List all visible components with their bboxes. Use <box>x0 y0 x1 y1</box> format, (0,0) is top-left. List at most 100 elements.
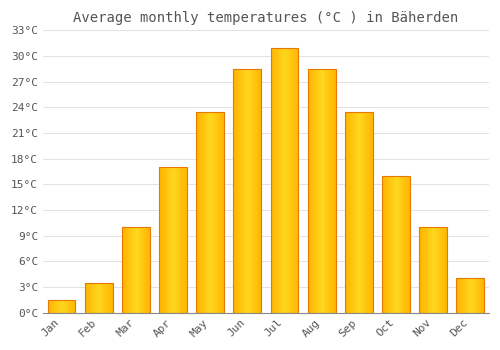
Bar <box>62 300 64 313</box>
Bar <box>163 167 164 313</box>
Bar <box>160 167 161 313</box>
Bar <box>184 167 185 313</box>
Bar <box>134 227 135 313</box>
Bar <box>213 112 214 313</box>
Bar <box>393 176 394 313</box>
Bar <box>357 112 358 313</box>
Bar <box>438 227 440 313</box>
Bar <box>440 227 442 313</box>
Bar <box>274 48 275 313</box>
Bar <box>107 283 108 313</box>
Bar <box>159 167 187 313</box>
Bar <box>59 300 60 313</box>
Bar <box>435 227 436 313</box>
Bar <box>468 279 469 313</box>
Bar <box>71 300 72 313</box>
Bar <box>95 283 96 313</box>
Bar <box>253 69 254 313</box>
Bar <box>348 112 350 313</box>
Bar <box>385 176 386 313</box>
Bar <box>284 48 286 313</box>
Bar <box>330 69 331 313</box>
Bar <box>50 300 51 313</box>
Bar <box>324 69 326 313</box>
Bar <box>60 300 62 313</box>
Bar <box>399 176 400 313</box>
Bar <box>88 283 90 313</box>
Bar <box>308 69 310 313</box>
Bar <box>174 167 175 313</box>
Bar <box>346 112 347 313</box>
Bar <box>171 167 172 313</box>
Bar <box>136 227 137 313</box>
Bar <box>58 300 59 313</box>
Bar <box>256 69 258 313</box>
Bar <box>237 69 238 313</box>
Bar <box>463 279 464 313</box>
Bar <box>110 283 111 313</box>
Bar <box>68 300 69 313</box>
Bar <box>355 112 356 313</box>
Bar <box>108 283 109 313</box>
Bar <box>352 112 354 313</box>
Bar <box>279 48 280 313</box>
Bar <box>278 48 279 313</box>
Bar <box>291 48 292 313</box>
Bar <box>52 300 53 313</box>
Bar <box>175 167 176 313</box>
Bar <box>128 227 130 313</box>
Bar <box>409 176 410 313</box>
Bar <box>466 279 468 313</box>
Bar <box>364 112 366 313</box>
Bar <box>315 69 316 313</box>
Bar <box>74 300 76 313</box>
Bar <box>371 112 372 313</box>
Bar <box>166 167 168 313</box>
Bar <box>180 167 182 313</box>
Bar <box>251 69 252 313</box>
Bar <box>137 227 138 313</box>
Bar <box>347 112 348 313</box>
Bar <box>206 112 208 313</box>
Bar <box>270 48 272 313</box>
Bar <box>326 69 327 313</box>
Bar <box>289 48 290 313</box>
Bar <box>241 69 242 313</box>
Bar <box>109 283 110 313</box>
Bar <box>432 227 433 313</box>
Bar <box>382 176 383 313</box>
Bar <box>218 112 220 313</box>
Bar <box>388 176 390 313</box>
Bar <box>130 227 131 313</box>
Bar <box>456 279 458 313</box>
Bar <box>317 69 318 313</box>
Bar <box>148 227 149 313</box>
Bar <box>384 176 385 313</box>
Bar <box>72 300 74 313</box>
Bar <box>368 112 369 313</box>
Bar <box>66 300 67 313</box>
Bar <box>327 69 328 313</box>
Bar <box>254 69 255 313</box>
Bar <box>236 69 237 313</box>
Bar <box>201 112 202 313</box>
Bar <box>182 167 184 313</box>
Bar <box>319 69 320 313</box>
Bar <box>314 69 315 313</box>
Bar <box>97 283 98 313</box>
Bar <box>145 227 146 313</box>
Bar <box>462 279 463 313</box>
Bar <box>270 48 298 313</box>
Bar <box>359 112 360 313</box>
Bar <box>464 279 466 313</box>
Bar <box>331 69 332 313</box>
Bar <box>105 283 106 313</box>
Bar <box>164 167 166 313</box>
Bar <box>55 300 56 313</box>
Bar <box>329 69 330 313</box>
Bar <box>310 69 312 313</box>
Bar <box>312 69 314 313</box>
Bar <box>168 167 170 313</box>
Bar <box>132 227 133 313</box>
Bar <box>147 227 148 313</box>
